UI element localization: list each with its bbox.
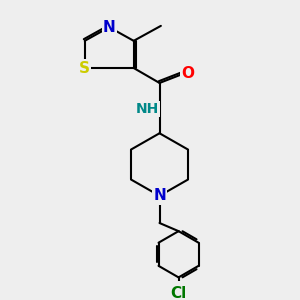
Text: Cl: Cl	[170, 286, 187, 300]
Text: N: N	[103, 20, 116, 35]
Text: S: S	[79, 61, 90, 76]
Text: O: O	[181, 66, 194, 81]
Text: N: N	[153, 188, 166, 203]
Text: NH: NH	[136, 102, 159, 116]
